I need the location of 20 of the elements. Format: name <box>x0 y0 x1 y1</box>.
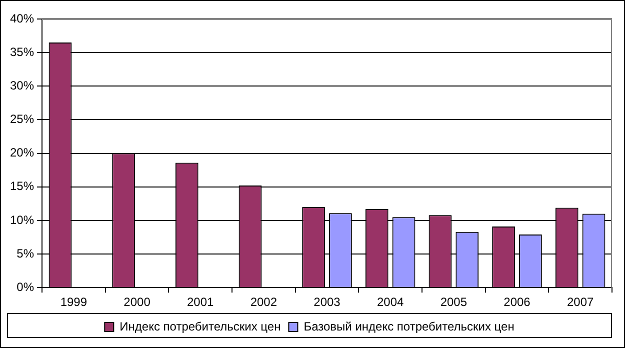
y-tick-label: 35% <box>10 44 34 59</box>
x-tick-label: 2003 <box>314 295 341 310</box>
x-tick-label: 2005 <box>440 295 468 310</box>
y-tick-label: 25% <box>10 112 34 126</box>
x-tick-label: 2001 <box>186 295 214 310</box>
legend-label: Индекс потребительских цен <box>120 319 281 334</box>
x-tick-label: 2004 <box>376 295 404 310</box>
y-tick-label: 40% <box>10 11 34 26</box>
y-tick-label: 15% <box>10 179 34 194</box>
x-tick-label: 2007 <box>566 295 594 310</box>
y-tick-label: 10% <box>10 212 34 227</box>
legend-label: Базовый индекс потребительских цен <box>304 319 514 334</box>
x-tick-label: 2002 <box>250 295 278 310</box>
y-tick-label: 0% <box>16 280 34 294</box>
y-tick-label: 30% <box>10 78 34 92</box>
x-tick-label: 2000 <box>124 295 151 310</box>
x-tick-label: 2006 <box>504 295 531 310</box>
y-tick-label: 20% <box>10 146 34 160</box>
y-tick-label: 5% <box>16 246 34 260</box>
x-tick-label: 1999 <box>60 295 88 310</box>
